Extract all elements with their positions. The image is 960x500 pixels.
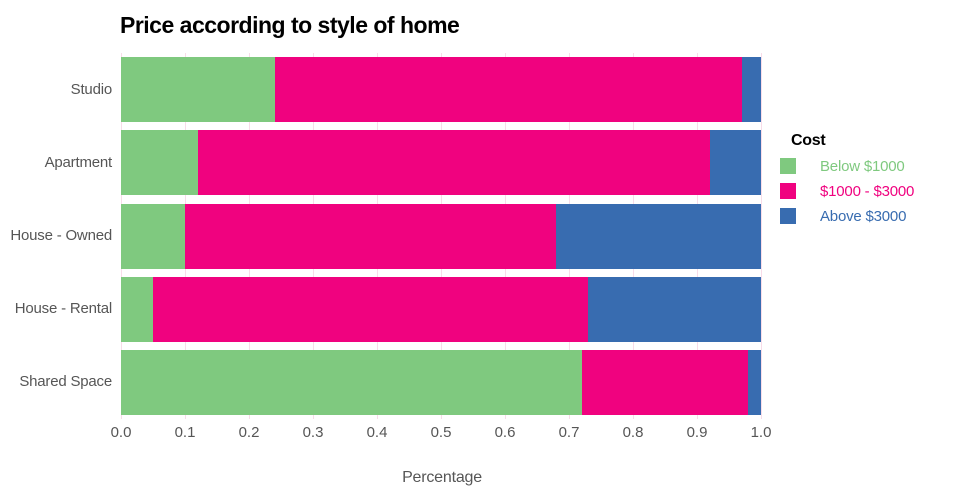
bar-segment	[121, 203, 185, 269]
y-axis-label: Apartment	[44, 153, 113, 171]
bar-segment	[556, 203, 761, 269]
legend-item-label: $1000 - $3000	[820, 182, 915, 200]
bar-segment	[121, 57, 275, 123]
plot-area	[121, 53, 763, 419]
x-tick-label: 0.3	[302, 424, 324, 441]
bar-segment	[185, 203, 557, 269]
gridline	[761, 53, 762, 419]
bar-segment	[121, 130, 198, 196]
bar-segment	[274, 57, 742, 123]
legend-item: $1000 - $3000	[780, 182, 955, 200]
x-tick-label: 0.9	[686, 424, 708, 441]
y-axis-label: House - Owned	[10, 227, 112, 244]
x-axis-title: Percentage	[402, 469, 482, 486]
bar-segment	[709, 130, 761, 196]
legend-swatch-icon	[780, 208, 796, 224]
x-tick-label: 0.1	[174, 424, 196, 441]
legend: Cost Below $1000 $1000 - $3000 Above $30…	[780, 132, 955, 233]
legend-title: Cost	[791, 132, 826, 149]
x-tick-label: 0.2	[238, 424, 260, 441]
bar-segment	[581, 349, 749, 415]
legend-item-label: Below $1000	[820, 157, 905, 175]
bar-segment	[748, 349, 761, 415]
legend-item-label: Above $3000	[820, 207, 907, 225]
legend-item: Below $1000	[780, 157, 955, 175]
y-axis-labels: Studio Apartment House - Owned House - Rent…	[0, 53, 112, 419]
bar-segment	[197, 130, 710, 196]
bar-segment	[741, 57, 761, 123]
x-tick-label: 0.4	[366, 424, 388, 441]
x-tick-label: 1.0	[750, 424, 772, 441]
x-tick-label: 0.8	[622, 424, 644, 441]
legend-swatch-icon	[780, 158, 796, 174]
y-axis-label: Shared Space	[19, 373, 112, 391]
chart-title: Price according to style of home	[120, 12, 460, 38]
x-tick-label: 0.6	[494, 424, 516, 441]
x-tick-label: 0.7	[558, 424, 580, 441]
x-axis-ticks: 0.0 0.1 0.2 0.3 0.4 0.5 0.6 0.7 0.8 0.9 1.0	[111, 424, 772, 444]
x-tick-label: 0.5	[430, 424, 452, 441]
bar-segment	[153, 276, 589, 342]
legend-item: Above $3000	[780, 207, 955, 225]
legend-swatch-icon	[780, 183, 796, 199]
x-tick-label: 0.0	[110, 424, 132, 441]
y-axis-label: House - Rental	[14, 300, 112, 318]
bar-segment	[121, 276, 153, 342]
bar-segment	[588, 276, 761, 342]
y-axis-label: Studio	[70, 80, 113, 98]
bar-segment	[121, 349, 582, 415]
